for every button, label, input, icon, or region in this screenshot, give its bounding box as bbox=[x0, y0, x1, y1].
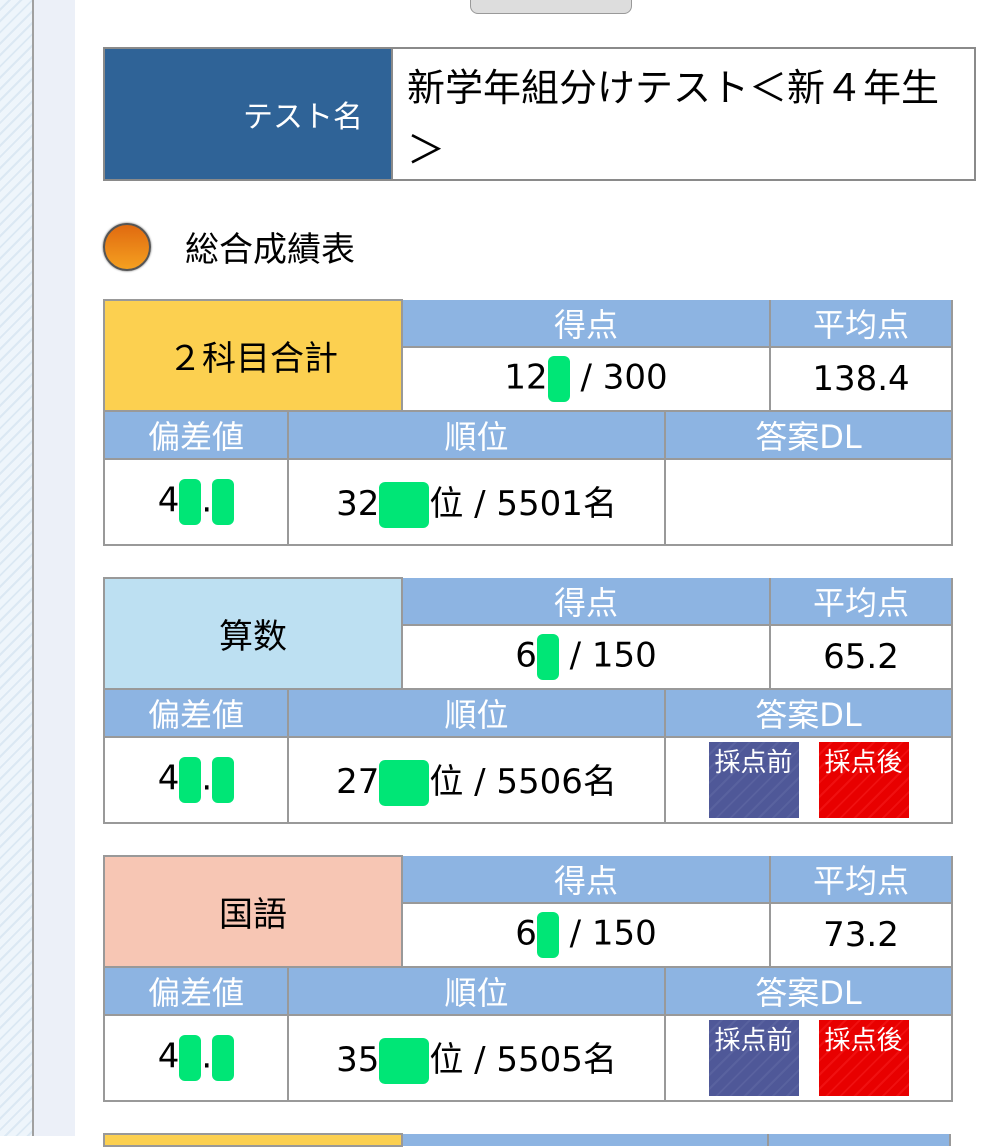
before-grading-button[interactable]: 採点前 bbox=[708, 742, 799, 818]
deviation-header: 偏差値 bbox=[103, 689, 289, 737]
result-table: ２科目合計 得点 平均点 12 / 300 138.4 偏差値 順位 答案DL … bbox=[103, 299, 954, 546]
answer-dl-cell: 採点前 採点後 bbox=[663, 736, 954, 824]
redaction-mark bbox=[212, 1035, 235, 1081]
average-header: 平均点 bbox=[769, 578, 954, 625]
score-header: 得点 bbox=[400, 578, 772, 625]
result-table-next bbox=[103, 1133, 951, 1147]
answer-dl-cell: 採点前 採点後 bbox=[663, 1014, 954, 1102]
redaction-mark bbox=[179, 479, 202, 525]
redaction-mark bbox=[536, 912, 559, 958]
average-cell: 138.4 bbox=[769, 346, 954, 412]
result-table: 国語 得点 平均点 6 / 150 73.2 偏差値 順位 答案DL 4. 35… bbox=[103, 855, 954, 1102]
after-grading-button[interactable]: 採点後 bbox=[818, 1020, 909, 1096]
rank-cell: 35 位 / 5505名 bbox=[287, 1014, 666, 1102]
redaction-mark bbox=[547, 356, 570, 402]
section-heading: 総合成績表 bbox=[103, 222, 355, 271]
deviation-header: 偏差値 bbox=[103, 411, 289, 459]
score-cell: 12 / 300 bbox=[400, 346, 772, 412]
redaction-mark bbox=[536, 634, 559, 680]
average-header: 平均点 bbox=[769, 856, 954, 903]
rank-header: 順位 bbox=[287, 411, 666, 459]
after-grading-button[interactable]: 採点後 bbox=[818, 742, 909, 818]
redaction-mark bbox=[379, 482, 430, 529]
test-name-value: 新学年組分けテスト＜新４年生＞ bbox=[407, 66, 940, 172]
answer-dl-header: 答案DL bbox=[663, 411, 954, 459]
test-name-table: テスト名 新学年組分けテスト＜新４年生＞ bbox=[103, 47, 976, 181]
deviation-cell: 4. bbox=[103, 458, 289, 546]
orange-bullet-icon bbox=[103, 222, 151, 271]
redaction-mark bbox=[179, 757, 202, 803]
score-cell: 6 / 150 bbox=[400, 624, 772, 690]
score-cell: 6 / 150 bbox=[400, 902, 772, 968]
answer-dl-cell bbox=[663, 458, 954, 546]
redaction-mark bbox=[212, 757, 235, 803]
section-title: 総合成績表 bbox=[185, 230, 355, 270]
side-margin bbox=[34, 0, 75, 1136]
top-button[interactable] bbox=[470, 0, 632, 14]
result-table: 算数 得点 平均点 6 / 150 65.2 偏差値 順位 答案DL 4. 27… bbox=[103, 577, 954, 824]
rank-header: 順位 bbox=[287, 689, 666, 737]
subject-cell: 算数 bbox=[103, 577, 403, 690]
deviation-cell: 4. bbox=[103, 736, 289, 824]
redaction-mark bbox=[379, 1038, 430, 1085]
redaction-mark bbox=[179, 1035, 202, 1081]
subject-cell: ２科目合計 bbox=[103, 299, 403, 412]
average-header: 平均点 bbox=[769, 300, 954, 347]
average-cell: 65.2 bbox=[769, 624, 954, 690]
rank-cell: 32 位 / 5501名 bbox=[287, 458, 666, 546]
subject-cell: 国語 bbox=[103, 855, 403, 968]
average-cell: 73.2 bbox=[769, 902, 954, 968]
test-name-label: テスト名 bbox=[105, 49, 393, 179]
answer-dl-header: 答案DL bbox=[663, 967, 954, 1015]
deviation-cell: 4. bbox=[103, 1014, 289, 1102]
redaction-mark bbox=[379, 760, 430, 807]
deviation-header: 偏差値 bbox=[103, 967, 289, 1015]
divider bbox=[32, 0, 34, 1136]
before-grading-button[interactable]: 採点前 bbox=[708, 1020, 799, 1096]
left-pattern-strip bbox=[0, 0, 32, 1136]
answer-dl-header: 答案DL bbox=[663, 689, 954, 737]
rank-header: 順位 bbox=[287, 967, 666, 1015]
score-header: 得点 bbox=[400, 856, 772, 903]
score-header: 得点 bbox=[400, 300, 772, 347]
redaction-mark bbox=[212, 479, 235, 525]
rank-cell: 27 位 / 5506名 bbox=[287, 736, 666, 824]
